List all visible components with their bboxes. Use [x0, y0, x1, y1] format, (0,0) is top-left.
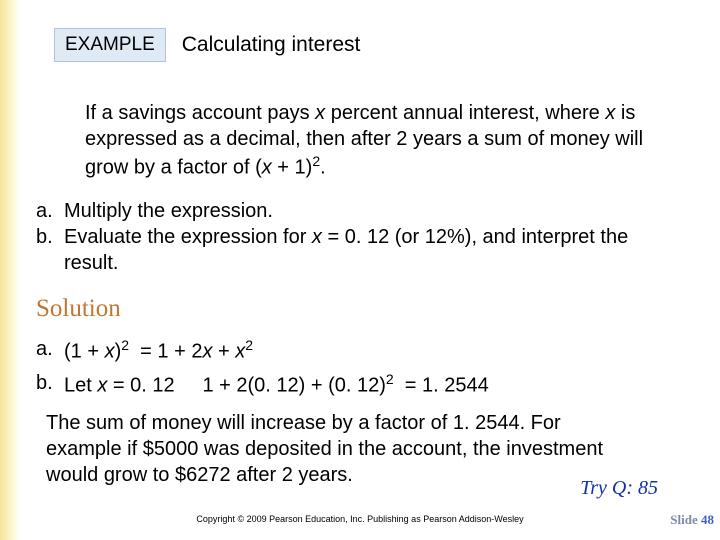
intro-exponent: 2	[312, 153, 320, 169]
sol-text: +	[212, 341, 235, 363]
slide-content: EXAMPLE Calculating interest If a saving…	[0, 0, 720, 540]
question-text: Evaluate the expression for x = 0. 12 (o…	[64, 224, 666, 276]
solution-a: a. (1 + x)2 = 1 + 2x + x2	[36, 336, 676, 366]
sol-exp: 2	[245, 337, 253, 353]
copyright-text: Copyright © 2009 Pearson Education, Inc.…	[0, 514, 720, 524]
sol-exp: 2	[121, 337, 129, 353]
sol-text: (1 +	[64, 341, 105, 363]
solution-heading: Solution	[36, 295, 121, 323]
sol-var: x	[202, 341, 212, 363]
solution-b-text: Let x = 0. 12 1 + 2(0. 12) + (0. 12)2 = …	[64, 370, 676, 400]
solution-label: a.	[36, 336, 64, 366]
example-badge: EXAMPLE	[54, 28, 166, 62]
intro-text: If a savings account pays	[85, 102, 315, 124]
sol-var: x	[235, 341, 245, 363]
example-title: Calculating interest	[182, 33, 361, 57]
slide-label: Slide	[670, 512, 701, 527]
sol-var: x	[105, 341, 115, 363]
intro-var-x-2: x	[605, 102, 615, 124]
question-b-text: Evaluate the expression for	[64, 226, 312, 248]
sol-text: 1 + 2(0. 12) + (0. 12)	[202, 374, 385, 396]
sol-text: = 1. 2544	[394, 374, 489, 396]
intro-text: .	[320, 157, 326, 179]
question-text: Multiply the expression.	[64, 198, 666, 224]
question-b-var: x	[312, 226, 322, 248]
question-list: a. Multiply the expression. b. Evaluate …	[36, 198, 666, 276]
conclusion-text: The sum of money will increase by a fact…	[46, 410, 636, 488]
intro-text: + 1)	[272, 157, 313, 179]
problem-statement: If a savings account pays x percent annu…	[85, 100, 655, 181]
slide-number: Slide 48	[670, 512, 714, 528]
header-row: EXAMPLE Calculating interest	[54, 28, 360, 62]
solution-b: b. Let x = 0. 12 1 + 2(0. 12) + (0. 12)2…	[36, 370, 676, 400]
sol-var: x	[97, 374, 107, 396]
solution-body: a. (1 + x)2 = 1 + 2x + x2 b. Let x = 0. …	[36, 336, 676, 403]
sol-text: = 1 + 2	[129, 341, 202, 363]
question-label: a.	[36, 198, 64, 224]
solution-a-text: (1 + x)2 = 1 + 2x + x2	[64, 336, 676, 366]
intro-text: percent annual interest, where	[325, 102, 605, 124]
solution-label: b.	[36, 370, 64, 400]
slide-digit: 48	[701, 512, 714, 527]
intro-var-x-1: x	[315, 102, 325, 124]
question-b: b. Evaluate the expression for x = 0. 12…	[36, 224, 666, 276]
try-question: Try Q: 85	[580, 477, 658, 500]
question-label: b.	[36, 224, 64, 276]
intro-var-x-3: x	[262, 157, 272, 179]
question-a: a. Multiply the expression.	[36, 198, 666, 224]
sol-text: Let	[64, 374, 97, 396]
sol-text: = 0. 12	[107, 374, 174, 396]
sol-exp: 2	[386, 371, 394, 387]
